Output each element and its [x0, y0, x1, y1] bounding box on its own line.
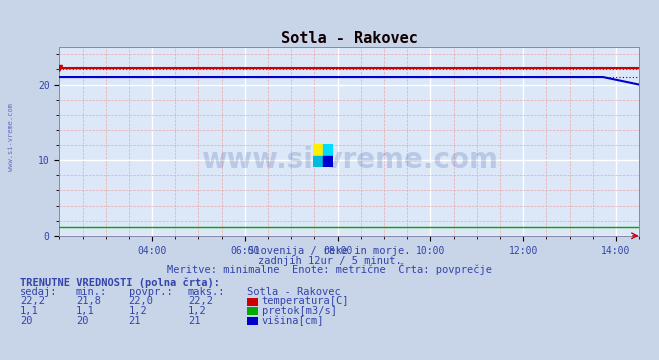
Text: 22,0: 22,0: [129, 296, 154, 306]
Text: 22,2: 22,2: [188, 296, 213, 306]
Text: zadnjih 12ur / 5 minut.: zadnjih 12ur / 5 minut.: [258, 256, 401, 266]
Text: min.:: min.:: [76, 287, 107, 297]
Text: 1,1: 1,1: [76, 306, 94, 316]
Text: povpr.:: povpr.:: [129, 287, 172, 297]
Text: temperatura[C]: temperatura[C]: [262, 296, 349, 306]
Text: www.si-vreme.com: www.si-vreme.com: [8, 103, 14, 171]
Text: maks.:: maks.:: [188, 287, 225, 297]
Text: 1,2: 1,2: [188, 306, 206, 316]
Text: Slovenija / reke in morje.: Slovenija / reke in morje.: [248, 246, 411, 256]
Text: 21,8: 21,8: [76, 296, 101, 306]
Text: višina[cm]: višina[cm]: [262, 315, 324, 326]
Text: Meritve: minimalne  Enote: metrične  Črta: povprečje: Meritve: minimalne Enote: metrične Črta:…: [167, 263, 492, 275]
Text: www.si-vreme.com: www.si-vreme.com: [201, 146, 498, 174]
Text: pretok[m3/s]: pretok[m3/s]: [262, 306, 337, 316]
Text: Sotla - Rakovec: Sotla - Rakovec: [247, 287, 341, 297]
Bar: [313, 156, 323, 167]
Title: Sotla - Rakovec: Sotla - Rakovec: [281, 31, 418, 46]
Text: 1,1: 1,1: [20, 306, 38, 316]
Text: 20: 20: [20, 316, 32, 326]
Text: 21: 21: [188, 316, 200, 326]
Bar: [323, 144, 333, 156]
Text: sedaj:: sedaj:: [20, 287, 57, 297]
Bar: [323, 156, 333, 167]
Text: TRENUTNE VREDNOSTI (polna črta):: TRENUTNE VREDNOSTI (polna črta):: [20, 278, 219, 288]
Text: 20: 20: [76, 316, 88, 326]
Text: 1,2: 1,2: [129, 306, 147, 316]
Text: 22,2: 22,2: [20, 296, 45, 306]
Text: 21: 21: [129, 316, 141, 326]
Bar: [313, 144, 323, 156]
